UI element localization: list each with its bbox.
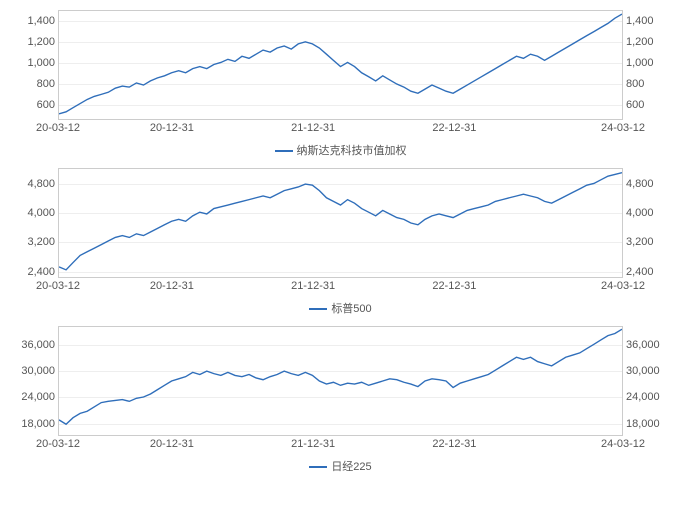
x-tick: 20-12-31 — [150, 122, 194, 134]
line-svg — [59, 327, 622, 435]
x-axis: 20-03-1220-12-3121-12-3122-12-3124-03-12 — [58, 278, 623, 296]
y-tick-left: 24,000 — [11, 391, 55, 403]
y-tick-left: 18,000 — [11, 418, 55, 430]
x-tick: 21-12-31 — [291, 122, 335, 134]
x-tick: 20-12-31 — [150, 438, 194, 450]
x-tick: 20-12-31 — [150, 280, 194, 292]
line-svg — [59, 169, 622, 277]
y-tick-right: 1,200 — [626, 36, 670, 48]
y-tick-left: 1,200 — [11, 36, 55, 48]
legend-label: 标普500 — [331, 303, 371, 315]
y-tick-left: 2,400 — [11, 266, 55, 278]
y-tick-left: 1,000 — [11, 57, 55, 69]
y-tick-right: 18,000 — [626, 418, 670, 430]
legend-swatch — [309, 466, 327, 468]
y-tick-left: 4,800 — [11, 178, 55, 190]
x-tick: 24-03-12 — [601, 122, 645, 134]
legend-swatch — [275, 150, 293, 152]
x-tick: 20-03-12 — [36, 280, 80, 292]
y-tick-right: 2,400 — [626, 266, 670, 278]
y-tick-right: 30,000 — [626, 365, 670, 377]
plot-area: 18,00018,00024,00024,00030,00030,00036,0… — [58, 326, 623, 436]
legend: 日经225 — [10, 458, 671, 474]
y-tick-right: 4,800 — [626, 178, 670, 190]
y-tick-right: 24,000 — [626, 391, 670, 403]
series-line — [59, 14, 622, 114]
legend-swatch — [309, 308, 327, 310]
chart-panel-nasdaq: 600 600 800 800 1,000 1,000 1,200 1,200 1,400 1,4… — [10, 10, 671, 158]
y-tick-left: 1,400 — [11, 15, 55, 27]
legend-label: 日经225 — [331, 461, 371, 473]
y-tick-right: 1,400 — [626, 15, 670, 27]
legend: 纳斯达克科技市值加权 — [10, 142, 671, 158]
x-tick: 21-12-31 — [291, 438, 335, 450]
x-tick: 24-03-12 — [601, 280, 645, 292]
y-tick-right: 600 — [626, 99, 670, 111]
x-axis: 20-03-1220-12-3121-12-3122-12-3124-03-12 — [58, 120, 623, 138]
line-svg — [59, 11, 622, 119]
x-axis: 20-03-1220-12-3121-12-3122-12-3124-03-12 — [58, 436, 623, 454]
series-line — [59, 173, 622, 270]
y-tick-right: 36,000 — [626, 339, 670, 351]
charts-container: 600 600 800 800 1,000 1,000 1,200 1,200 1,400 1,4… — [10, 10, 671, 474]
y-tick-left: 600 — [11, 99, 55, 111]
chart-panel-sp500: 2,4002,4003,2003,2004,0004,0004,8004,800… — [10, 168, 671, 316]
y-tick-right: 1,000 — [626, 57, 670, 69]
y-tick-left: 4,000 — [11, 207, 55, 219]
y-tick-right: 3,200 — [626, 236, 670, 248]
y-tick-left: 800 — [11, 78, 55, 90]
plot-area: 2,4002,4003,2003,2004,0004,0004,8004,800 — [58, 168, 623, 278]
x-tick: 22-12-31 — [432, 438, 476, 450]
chart-panel-nikkei: 18,000 18,000 24,000 24,000 30,000 30,000 36,0… — [10, 326, 671, 474]
y-tick-left: 30,000 — [11, 365, 55, 377]
x-tick: 20-03-12 — [36, 122, 80, 134]
x-tick: 20-03-12 — [36, 438, 80, 450]
legend: 标普500 — [10, 300, 671, 316]
y-tick-right: 800 — [626, 78, 670, 90]
x-tick: 21-12-31 — [291, 280, 335, 292]
x-tick: 24-03-12 — [601, 438, 645, 450]
x-tick: 22-12-31 — [432, 280, 476, 292]
plot-area: 6006008008001,0001,0001,2001,2001,4001,4… — [58, 10, 623, 120]
legend-label: 纳斯达克科技市值加权 — [297, 145, 407, 157]
x-tick: 22-12-31 — [432, 122, 476, 134]
y-tick-left: 3,200 — [11, 236, 55, 248]
y-tick-right: 4,000 — [626, 207, 670, 219]
y-tick-left: 36,000 — [11, 339, 55, 351]
series-line — [59, 329, 622, 424]
